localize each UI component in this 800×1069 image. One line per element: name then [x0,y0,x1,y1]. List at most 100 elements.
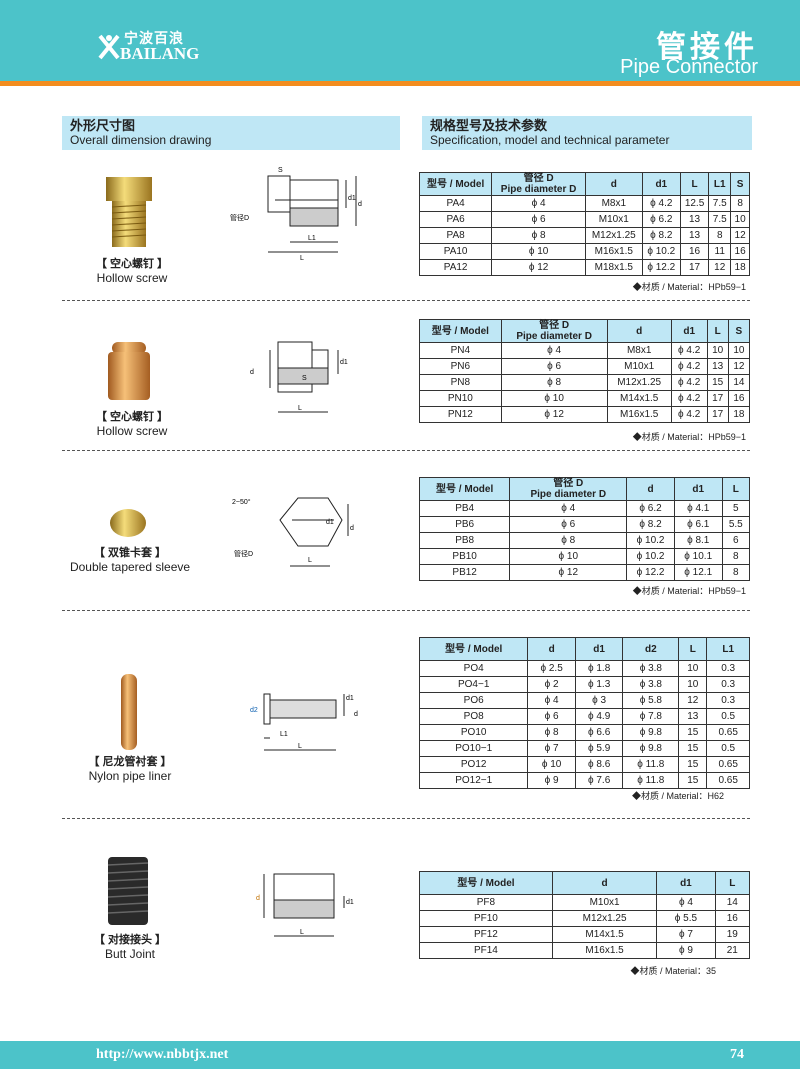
table-cell: 8 [721,548,751,565]
table-cell: 10 [678,660,708,677]
label-d: d [256,895,260,902]
column-header: L [706,319,729,343]
table-cell: ϕ 8.2 [641,227,681,244]
table-cell: ϕ 6.6 [574,724,624,741]
table-cell: 21 [714,942,751,959]
table-cell: ϕ 9.8 [622,724,680,741]
drawing-nut: d d1 S L [250,341,348,413]
column-header: d2 [622,637,680,661]
table-cell: PB12 [418,564,511,581]
table-cell: ϕ 8 [500,374,608,391]
table-cell: 0.3 [706,676,750,693]
table-cell: PO8 [418,708,529,725]
page-number: 74 [730,1047,744,1062]
table-cell: 16 [679,243,710,260]
table-cell: ϕ 3 [574,692,624,709]
divider [62,450,750,451]
name-cn: 【 空心螺钉 】 [95,258,169,270]
table-cell: ϕ 11.8 [622,756,680,773]
header-row: 型号 / Model d d1 L [419,871,751,895]
column-header: L [714,871,751,895]
table-cell: M10x1 [606,358,672,375]
table-row: PA12 ϕ 12 M18x1.5 ϕ 12.2 17 12 18 [418,259,750,276]
table-cell: PA10 [418,243,493,260]
table-cell: ϕ 12.2 [626,564,675,581]
table-cell: ϕ 5.9 [574,740,624,757]
table-row: PN12 ϕ 12 M16x1.5 ϕ 4.2 17 18 [419,406,751,423]
table-row: PN8 ϕ 8 M12x1.25 ϕ 4.2 15 14 [419,374,751,391]
table-cell: 0.5 [706,708,750,725]
column-header: 型号 / Model [419,319,502,343]
label-l: L [298,743,302,750]
table-cell: 14 [727,374,751,391]
footer: http://www.nbbtjx.net 74 [0,1041,800,1069]
table-cell: ϕ 4.9 [574,708,624,725]
table-cell: M12x1.25 [584,227,643,244]
table-cell: M18x1.5 [584,259,643,276]
product-label-0: 【 空心螺钉 】 Hollow screw [62,257,202,285]
table-cell: ϕ 9.8 [622,740,680,757]
table-cell: M10x1 [551,894,658,911]
table-cell: 5 [721,500,751,517]
table-cell: 12 [708,259,732,276]
table-cell: ϕ 6 [491,211,586,228]
table-cell: PF10 [419,910,553,927]
table-cell: M10x1 [584,211,643,228]
label-l: L [300,929,304,936]
column-header: 型号 / Model [418,477,511,501]
table-cell: ϕ 4 [500,342,608,359]
table-cell: 12 [730,227,750,244]
material-note: ◆材质 / Material：35 [630,966,716,976]
table-cell: M14x1.5 [606,390,672,407]
label-d1: d1 [346,695,354,702]
column-header: L [679,172,710,196]
label-l: L [308,557,312,564]
table-cell: ϕ 5.8 [622,692,680,709]
table-cell: PN6 [419,358,502,375]
table-cell: 8 [721,564,751,581]
table-cell: M16x1.5 [584,243,643,260]
logo-icon [98,34,120,60]
column-header: d [626,477,675,501]
table-cell: ϕ 7.6 [574,772,624,789]
material-note: ◆材质 / Material：HPb59−1 [632,432,746,442]
section-title-cn: 外形尺寸图 [70,118,136,133]
brand-en: BAILANG [120,44,200,63]
tapered-sleeve-photo [110,509,146,537]
table-cell: ϕ 6 [500,358,608,375]
table-cell: ϕ 12.2 [641,259,681,276]
label-d1: d1 [346,899,354,906]
table-cell: ϕ 4 [509,500,628,517]
material-note: ◆材质 / Material：H62 [631,791,724,801]
table-cell: PO4 [418,660,529,677]
table-cell: ϕ 10 [509,548,628,565]
website-link[interactable]: http://www.nbbtjx.net [96,1047,229,1062]
table-cell: PO10 [418,724,529,741]
table-cell: PA6 [418,211,493,228]
table-cell: 0.65 [706,756,750,773]
table-cell: 18 [727,406,751,423]
table-cell: 19 [714,926,751,943]
table-cell: ϕ 12 [491,259,586,276]
table-cell: ϕ 8.2 [626,516,675,533]
table-cell: 17 [706,390,729,407]
table-cell: ϕ 4.2 [670,342,708,359]
table-cell: ϕ 4 [491,195,586,212]
table-cell: ϕ 4.2 [641,195,681,212]
table-row: PN6 ϕ 6 M10x1 ϕ 4.2 13 12 [419,358,751,375]
table-cell: ϕ 9 [656,942,716,959]
table-cell: ϕ 5.5 [656,910,716,927]
table-cell: 17 [679,259,710,276]
table-cell: PO12−1 [418,772,529,789]
nylon-liner-photo [121,674,137,750]
table-cell: ϕ 10 [527,756,576,773]
table-cell: PB8 [418,532,511,549]
table-cell: 10 [730,211,750,228]
